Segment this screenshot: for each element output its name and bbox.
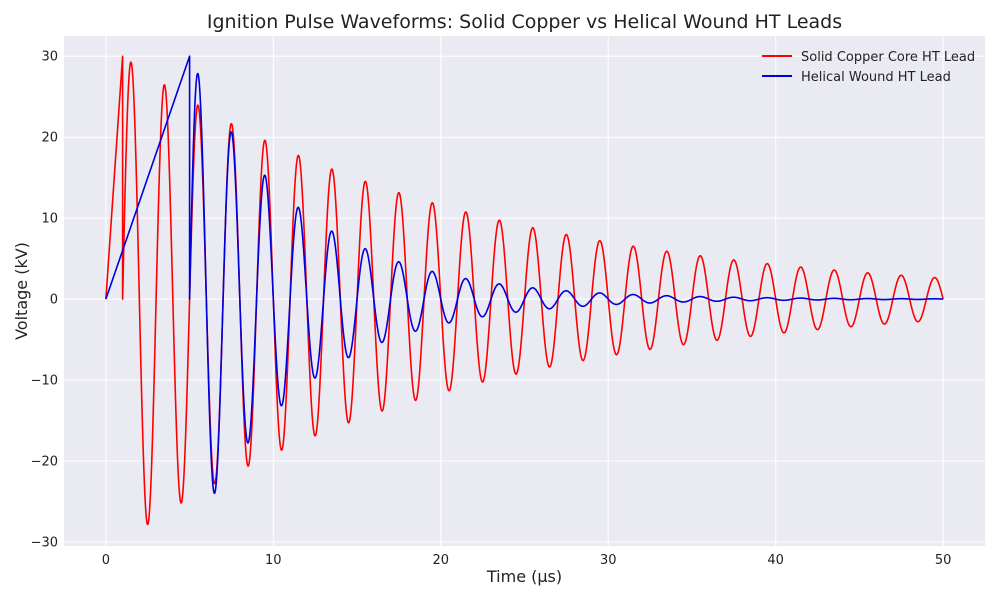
x-tick-label: 10 [265, 553, 282, 568]
series-lines [105, 55, 944, 526]
y-tick-label: 30 [41, 50, 58, 65]
y-axis-ticks: −30 −20 −10 0 10 20 30 [31, 50, 58, 551]
x-axis-label: Time (µs) [486, 567, 562, 586]
y-tick-label: −30 [31, 535, 58, 550]
x-tick-label: 20 [432, 553, 449, 568]
grid [64, 36, 985, 546]
y-tick-label: 0 [50, 293, 58, 308]
series-line-1 [105, 55, 944, 495]
chart-title: Ignition Pulse Waveforms: Solid Copper v… [207, 11, 842, 33]
x-tick-label: 40 [767, 553, 784, 568]
x-tick-label: 0 [102, 553, 110, 568]
y-tick-label: −10 [31, 374, 58, 389]
legend-label-solid-copper: Solid Copper Core HT Lead [801, 50, 975, 65]
legend: Solid Copper Core HT Lead Helical Wound … [762, 50, 975, 85]
y-axis-label: Voltage (kV) [12, 242, 31, 340]
legend-label-helical-wound: Helical Wound HT Lead [801, 70, 951, 85]
x-axis-ticks: 0 10 20 30 40 50 [102, 553, 952, 568]
y-tick-label: −20 [31, 455, 58, 470]
x-tick-label: 30 [600, 553, 617, 568]
x-tick-label: 50 [935, 553, 952, 568]
y-tick-label: 20 [41, 131, 58, 146]
y-tick-label: 10 [41, 212, 58, 227]
